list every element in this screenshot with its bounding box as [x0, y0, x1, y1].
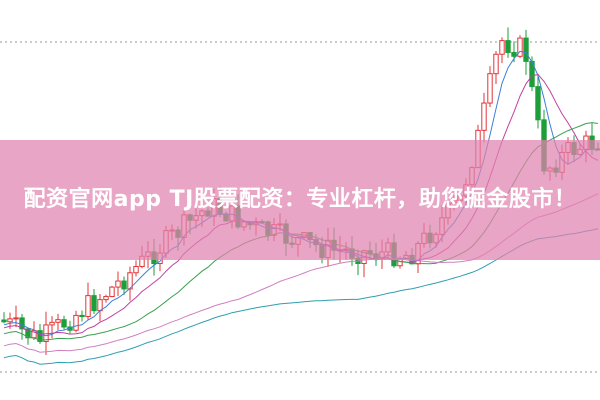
candle-body: [13, 317, 19, 320]
candle-body: [109, 286, 115, 298]
candle-body: [55, 319, 61, 323]
candle-body: [91, 295, 97, 312]
candle-body: [487, 73, 493, 104]
candle-body: [535, 86, 541, 121]
candle-body: [73, 314, 79, 331]
banner-title: 配资官网app TJ股票配资：专业杠杆，助您掘金股市！: [23, 187, 577, 212]
candle-body: [49, 321, 55, 326]
candle-body: [499, 40, 505, 55]
candle-body: [133, 266, 139, 274]
candle-body: [61, 319, 67, 328]
candle-body: [19, 317, 25, 330]
candle-body: [97, 299, 103, 312]
candle-body: [25, 328, 31, 339]
candle-body: [79, 314, 85, 318]
candle-body: [517, 37, 523, 57]
candle-body: [115, 280, 121, 288]
candle-body: [121, 280, 127, 290]
candle-body: [511, 51, 517, 57]
candle-body: [37, 330, 43, 342]
candle-body: [493, 53, 499, 75]
banner: 配资官网app TJ股票配资：专业杠杆，助您掘金股市！: [0, 140, 600, 260]
candle-body: [505, 40, 511, 53]
candle-body: [481, 102, 487, 131]
candle-body: [103, 296, 109, 301]
candle-body: [1, 319, 7, 323]
candle-body: [7, 318, 13, 323]
candle-body: [85, 295, 91, 318]
candle-body: [523, 37, 529, 62]
